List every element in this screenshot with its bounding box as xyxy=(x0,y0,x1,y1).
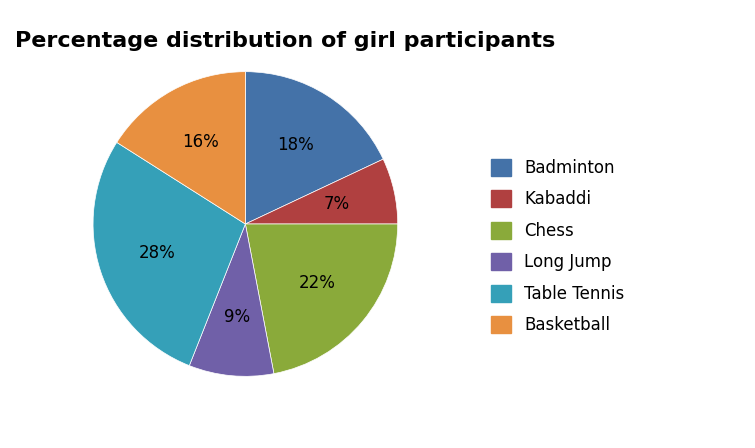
Text: 22%: 22% xyxy=(299,274,336,293)
Wedge shape xyxy=(245,72,384,224)
Wedge shape xyxy=(245,159,398,224)
Text: 16%: 16% xyxy=(182,134,219,151)
Text: 7%: 7% xyxy=(323,195,350,213)
Text: 28%: 28% xyxy=(138,244,175,262)
Legend: Badminton, Kabaddi, Chess, Long Jump, Table Tennis, Basketball: Badminton, Kabaddi, Chess, Long Jump, Ta… xyxy=(484,152,631,341)
Wedge shape xyxy=(93,142,245,366)
Text: 18%: 18% xyxy=(277,136,313,154)
Wedge shape xyxy=(190,224,274,376)
Text: 9%: 9% xyxy=(223,308,250,326)
Text: Percentage distribution of girl participants: Percentage distribution of girl particip… xyxy=(15,31,556,52)
Wedge shape xyxy=(245,224,398,374)
Wedge shape xyxy=(117,72,245,224)
